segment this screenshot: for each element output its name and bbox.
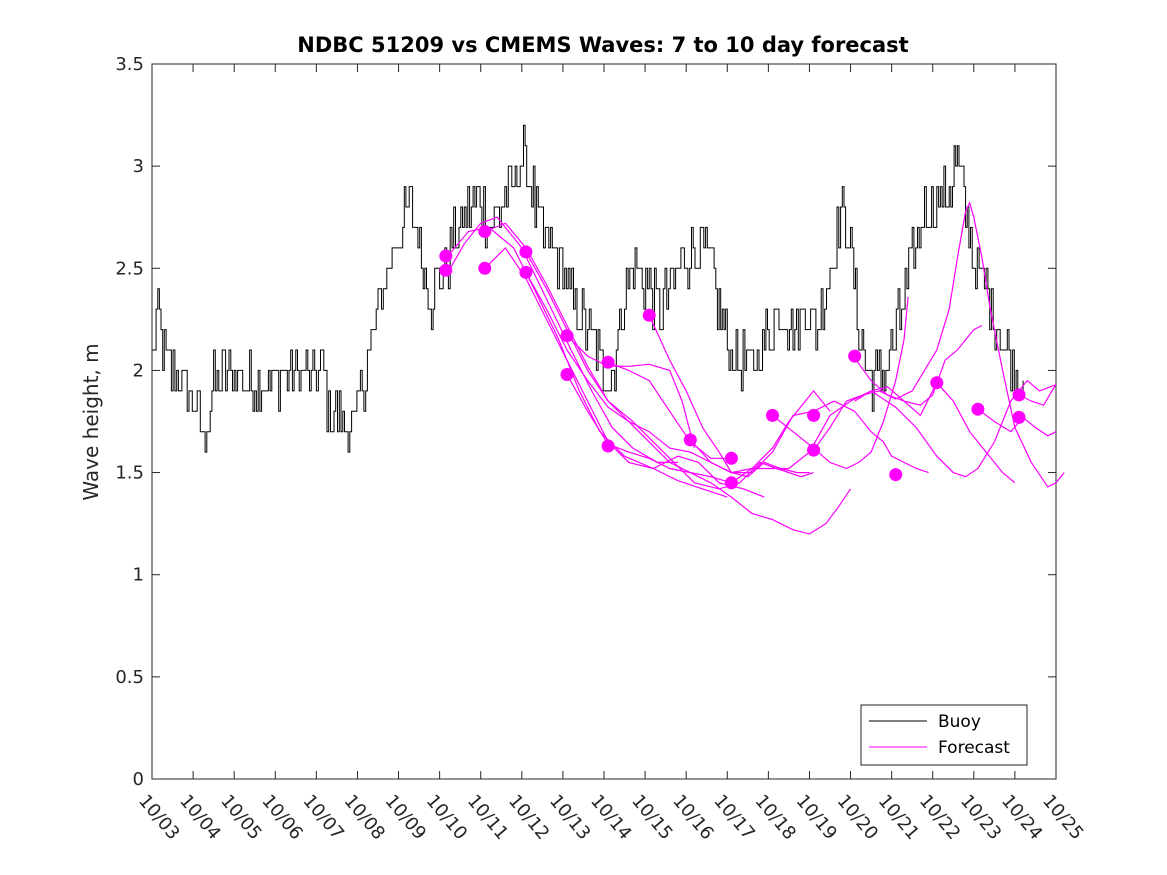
legend-forecast-label: Forecast bbox=[938, 738, 1010, 758]
y-tick-label: 2 bbox=[133, 360, 144, 381]
y-tick-label: 3.5 bbox=[115, 54, 144, 75]
forecast-marker bbox=[930, 376, 944, 390]
y-tick-label: 0.5 bbox=[115, 667, 144, 688]
forecast-marker bbox=[1012, 388, 1026, 402]
legend-buoy-label: Buoy bbox=[938, 712, 981, 732]
forecast-series-line-f7 bbox=[566, 335, 695, 449]
forecast-marker bbox=[807, 408, 821, 422]
forecast-marker bbox=[478, 225, 492, 238]
y-axis-label: Wave height, m bbox=[79, 343, 103, 500]
forecast-series-line-f14 bbox=[854, 324, 983, 406]
forecast-marker bbox=[519, 265, 533, 279]
forecast-marker bbox=[601, 355, 615, 369]
legend: Buoy Forecast bbox=[860, 704, 1028, 766]
forecast-marker bbox=[1012, 410, 1026, 424]
forecast-marker bbox=[807, 443, 821, 457]
y-tick-label: 3 bbox=[133, 156, 144, 177]
legend-box bbox=[860, 704, 1028, 766]
forecast-series-line-f9 bbox=[607, 361, 732, 459]
forecast-marker bbox=[601, 439, 615, 453]
forecast-series-line-f17 bbox=[1018, 384, 1057, 406]
forecast-series-line-f12 bbox=[772, 296, 909, 470]
y-tick-label: 1.5 bbox=[115, 463, 144, 484]
forecast-series-line-f8 bbox=[566, 374, 831, 484]
forecast-marker bbox=[560, 368, 574, 381]
forecast-series-line-f4 bbox=[484, 222, 814, 490]
forecast-marker bbox=[519, 245, 533, 259]
forecast-series-line-f5 bbox=[525, 251, 851, 535]
forecast-marker bbox=[642, 308, 656, 322]
y-tick-label: 1 bbox=[133, 565, 144, 586]
data-layer bbox=[152, 124, 1065, 535]
forecast-series-line-f1 bbox=[447, 216, 678, 463]
forecast-marker bbox=[724, 476, 738, 490]
forecast-series-line-f11 bbox=[689, 400, 929, 474]
forecast-series-line-f13 bbox=[813, 201, 1065, 488]
forecast-marker bbox=[683, 433, 697, 447]
forecast-series-line-f3 bbox=[484, 246, 765, 498]
forecast-marker bbox=[971, 402, 985, 416]
forecast-marker bbox=[889, 468, 903, 482]
buoy-series-line bbox=[152, 124, 1024, 453]
forecast-marker bbox=[560, 329, 574, 343]
forecast-marker bbox=[848, 349, 862, 363]
forecast-marker bbox=[439, 263, 453, 277]
forecast-marker bbox=[766, 408, 779, 422]
forecast-marker bbox=[724, 451, 738, 465]
y-tick-label: 0 bbox=[133, 769, 144, 790]
forecast-marker bbox=[439, 249, 453, 263]
forecast-marker bbox=[478, 261, 492, 275]
y-tick-label: 2.5 bbox=[115, 258, 144, 279]
chart-title: NDBC 51209 vs CMEMS Waves: 7 to 10 day f… bbox=[297, 33, 908, 57]
